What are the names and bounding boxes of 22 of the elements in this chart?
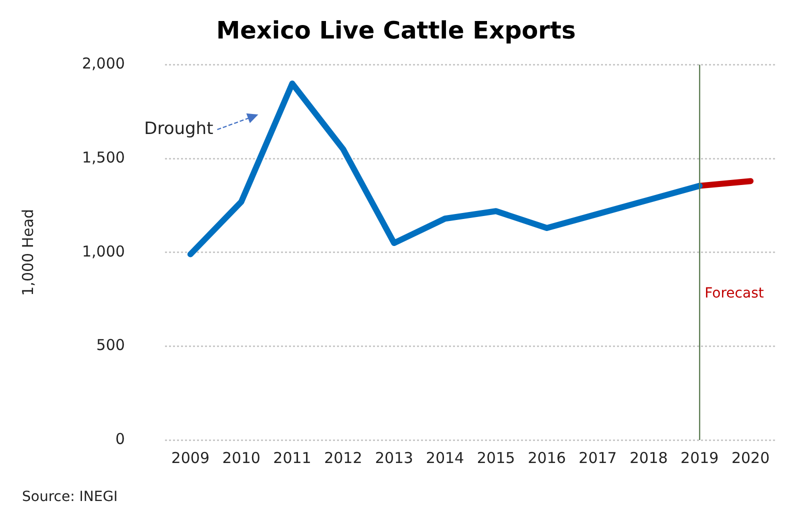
x-tick-label: 2016 bbox=[528, 448, 566, 467]
x-tick-label: 2012 bbox=[324, 448, 362, 467]
x-tick-label: 2014 bbox=[426, 448, 464, 467]
y-tick-label: 500 bbox=[96, 336, 125, 354]
x-tick-label: 2019 bbox=[680, 448, 719, 467]
x-tick-label: 2013 bbox=[374, 448, 414, 467]
x-tick-label: 2020 bbox=[731, 448, 770, 467]
x-tick-label: 2017 bbox=[578, 448, 617, 467]
x-tick-label: 2015 bbox=[476, 448, 516, 467]
chart-title: Mexico Live Cattle Exports bbox=[216, 16, 576, 45]
y-tick-label: 2,000 bbox=[82, 54, 125, 73]
x-tick-label: 2018 bbox=[630, 448, 668, 467]
annotation: Drought bbox=[144, 118, 214, 139]
y-tick-label: 0 bbox=[115, 430, 125, 448]
source-note: Source: INEGI bbox=[22, 489, 119, 505]
ref-line-label: Forecast bbox=[704, 285, 764, 302]
y-axis-title: 1,000 Head bbox=[18, 208, 37, 296]
x-tick-label: 2009 bbox=[171, 448, 210, 467]
x-tick-label: 2010 bbox=[222, 448, 260, 467]
y-tick-label: 1,500 bbox=[82, 148, 125, 166]
x-tick-label: 2011 bbox=[273, 448, 312, 467]
y-tick-label: 1,000 bbox=[82, 242, 125, 260]
